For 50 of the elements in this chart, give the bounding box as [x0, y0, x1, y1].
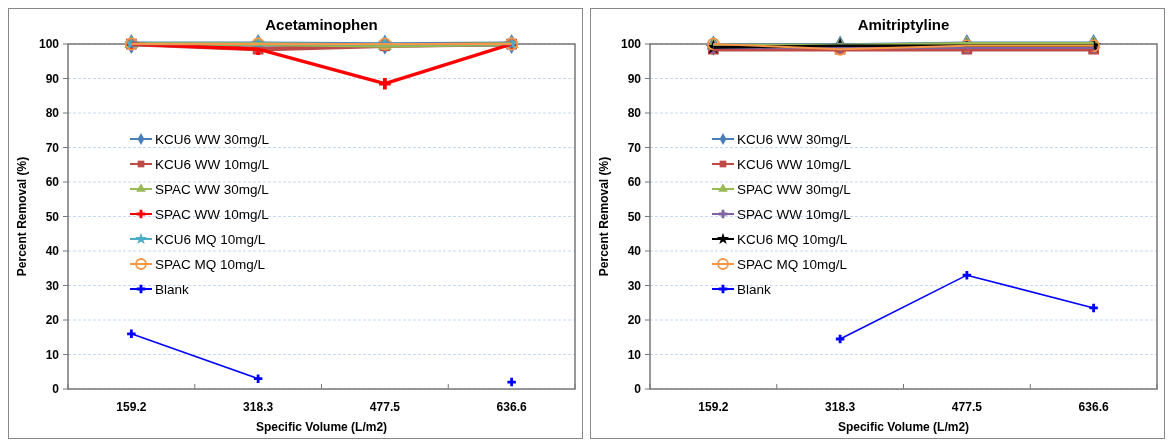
x-tick-label: 159.2 — [116, 400, 147, 414]
y-tick-label: 80 — [627, 106, 642, 121]
x-axis-title: Specific Volume (L/m2) — [255, 420, 388, 434]
legend-label: SPAC WW 30mg/L — [737, 181, 852, 197]
y-tick-label: 70 — [627, 140, 642, 155]
legend-label: SPAC MQ 10mg/L — [737, 256, 848, 272]
legend-label: KCU6 WW 30mg/L — [737, 131, 852, 147]
legend-label: Blank — [737, 281, 772, 297]
x-tick-label: 636.6 — [496, 400, 527, 414]
y-tick-label: 40 — [627, 244, 642, 259]
y-tick-label: 60 — [627, 175, 642, 190]
legend-label: KCU6 MQ 10mg/L — [155, 231, 266, 247]
y-tick-label: 50 — [45, 209, 60, 224]
legend-label: KCU6 WW 10mg/L — [155, 156, 270, 172]
chart-title: Amitriptyline — [857, 16, 950, 33]
legend-label: Blank — [155, 281, 190, 297]
y-tick-label: 30 — [627, 278, 642, 293]
y-tick-label: 100 — [38, 37, 60, 52]
legend-label: KCU6 WW 10mg/L — [737, 156, 852, 172]
y-tick-label: 80 — [45, 106, 60, 121]
y-tick-label: 90 — [45, 71, 60, 86]
legend-label: SPAC MQ 10mg/L — [155, 256, 266, 272]
x-tick-label: 477.5 — [951, 400, 983, 414]
y-axis-title: Percent Removal (%) — [597, 156, 611, 277]
y-tick-label: 70 — [45, 140, 60, 155]
y-tick-label: 0 — [52, 382, 60, 397]
y-tick-label: 0 — [634, 382, 642, 397]
x-tick-label: 318.3 — [825, 400, 856, 414]
y-tick-label: 20 — [627, 313, 642, 328]
x-tick-label: 318.3 — [243, 400, 274, 414]
x-tick-label: 477.5 — [369, 400, 401, 414]
y-tick-label: 40 — [45, 244, 60, 259]
y-tick-label: 10 — [45, 347, 60, 362]
chart-title: Acetaminophen — [265, 16, 378, 33]
x-axis-title: Specific Volume (L/m2) — [837, 420, 970, 434]
legend-label: SPAC WW 10mg/L — [737, 206, 852, 222]
y-tick-label: 50 — [627, 209, 642, 224]
y-tick-label: 60 — [45, 175, 60, 190]
x-tick-label: 636.6 — [1078, 400, 1109, 414]
legend-label: KCU6 WW 30mg/L — [155, 131, 270, 147]
legend-label: SPAC WW 10mg/L — [155, 206, 270, 222]
legend-label: SPAC WW 30mg/L — [155, 181, 270, 197]
y-axis-title: Percent Removal (%) — [15, 156, 29, 277]
y-tick-label: 30 — [45, 278, 60, 293]
x-tick-label: 159.2 — [698, 400, 729, 414]
y-tick-label: 20 — [45, 313, 60, 328]
y-tick-label: 100 — [620, 37, 642, 52]
y-tick-label: 90 — [627, 71, 642, 86]
y-tick-label: 10 — [627, 347, 642, 362]
legend-label: KCU6 MQ 10mg/L — [737, 231, 848, 247]
